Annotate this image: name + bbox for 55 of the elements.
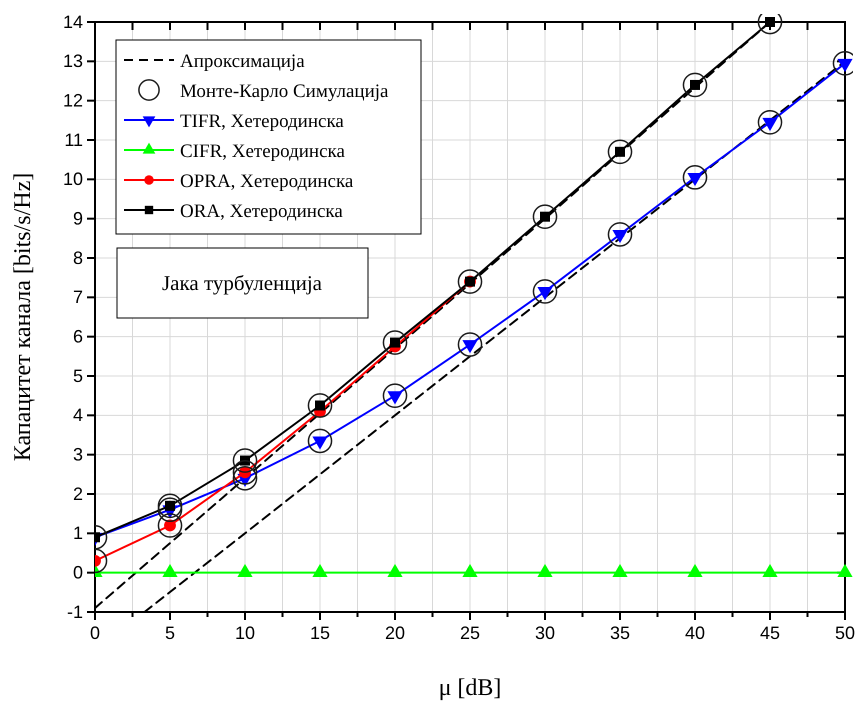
legend-label: CIFR, Хетеродинска	[180, 141, 346, 162]
point	[382, 383, 408, 408]
y-tick-label: 9	[72, 208, 83, 228]
y-tick-label: 6	[72, 326, 83, 346]
legend-label: ORA, Хетеродинска	[180, 201, 344, 222]
point	[158, 497, 182, 522]
point	[232, 466, 258, 491]
y-tick-label: 3	[72, 444, 83, 464]
x-tick-label: 30	[534, 622, 556, 643]
y-tick-label: 5	[72, 366, 83, 386]
y-tick-label: 2	[72, 484, 83, 504]
y-tick-label: 7	[72, 287, 83, 308]
point	[308, 393, 332, 418]
legend-label: OPRA, Хетеродинска	[180, 171, 354, 192]
point	[308, 428, 332, 454]
legend-label: Апроксимација	[180, 51, 306, 72]
point	[532, 279, 558, 304]
legend-label: TIFR, Хетеродинска	[180, 111, 344, 132]
legend-label: Монте-Карло Симулација	[180, 81, 390, 102]
x-tick-label: 25	[460, 622, 480, 643]
x-axis-title: μ [dB]	[438, 675, 502, 701]
y-tick-label: 13	[62, 51, 83, 72]
y-tick-label: 14	[62, 12, 83, 32]
point	[458, 332, 482, 357]
point	[758, 110, 782, 135]
x-tick-label: 35	[610, 622, 630, 643]
y-tick-label: 12	[62, 90, 83, 110]
point	[458, 269, 482, 294]
point	[608, 222, 632, 247]
x-tick-label: 40	[684, 622, 706, 643]
y-tick-label: 10	[62, 169, 83, 190]
y-tick-label: 0	[72, 562, 83, 582]
x-tick-label: 0	[90, 622, 100, 643]
annotation: Јака турбуленција	[162, 271, 323, 295]
point	[232, 448, 258, 473]
y-tick-label: 11	[64, 130, 83, 150]
y-tick-label: 4	[72, 405, 83, 426]
y-tick-label: 1	[72, 523, 83, 544]
x-tick-label: 50	[834, 622, 856, 643]
point	[682, 165, 708, 190]
x-tick-label: 15	[310, 622, 330, 643]
point	[158, 513, 182, 538]
x-tick-label: 10	[234, 622, 256, 643]
y-tick-label: -1	[66, 602, 83, 622]
x-tick-label: 20	[384, 622, 406, 643]
point	[232, 460, 258, 485]
point	[608, 140, 632, 164]
point	[158, 494, 182, 518]
x-tick-label: 45	[760, 622, 780, 643]
point	[532, 204, 558, 229]
point	[682, 72, 708, 98]
point	[382, 330, 408, 355]
y-axis-title: Капацитет канала [bits/s/Hz]	[10, 172, 36, 462]
y-tick-label: 8	[72, 248, 83, 268]
x-tick-label: 5	[164, 622, 176, 643]
